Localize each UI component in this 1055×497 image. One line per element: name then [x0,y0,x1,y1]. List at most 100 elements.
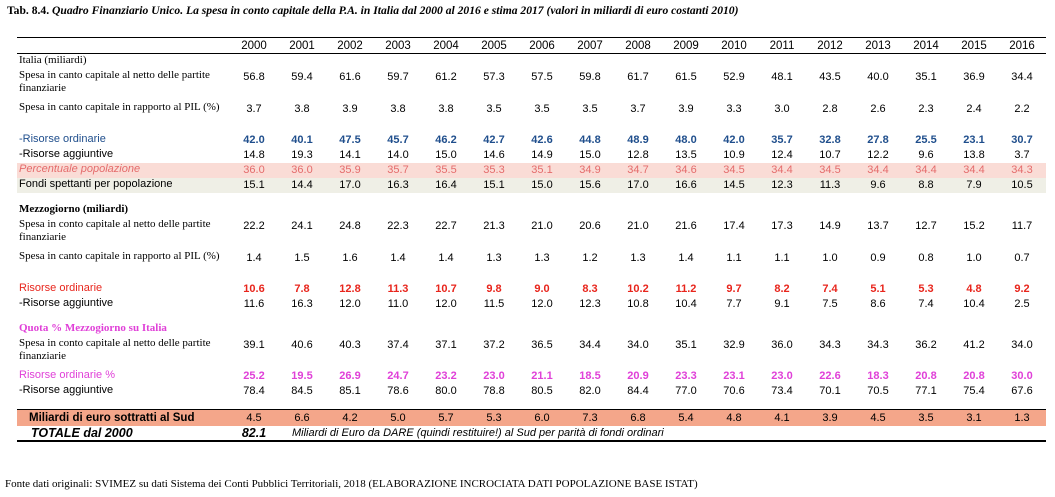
year-header-2009: 2009 [662,37,710,54]
cell-value: 3.7 [630,103,646,115]
empty-cell [806,426,854,442]
row-label: Spesa in conto capitale al netto delle p… [19,218,211,243]
cell-value: 10.6 [243,283,265,295]
table-row: Spesa in canto capitale al netto delle p… [17,69,1046,101]
total-row: TOTALE dal 2000 82.1 Miliardi di Euro da D… [17,426,1046,442]
source-note: Fonte dati originali: SVIMEZ su dati Sis… [5,478,698,490]
row-label: Risorse ordinarie % [19,369,115,381]
cell-value: 44.8 [579,134,601,146]
cell-value: 8.6 [870,298,886,310]
cell-value: 34.3 [867,339,889,351]
cell-value: 23.3 [675,370,697,382]
cell-value: 4.8 [966,283,982,295]
empty-cell [278,322,326,337]
cell-value: 1.4 [678,252,694,264]
table-row: -Risorse aggiuntive 11.6 16.3 12.0 11.0 12.0 1… [17,297,1046,312]
empty-cell [758,312,806,322]
empty-cell [230,312,278,322]
table-row: Spesa in canto capitale in rapporto al P… [17,101,1046,133]
cell-value: 59.7 [387,71,409,83]
cell-value: 37.4 [387,339,409,351]
empty-cell [614,203,662,218]
cell-value: 2.8 [822,103,838,115]
cell-value: 35.1 [915,71,937,83]
cell-value: 20.8 [915,370,937,382]
empty-cell [950,426,998,442]
year-header-2006: 2006 [518,37,566,54]
cell-value: 11.3 [806,178,854,193]
cell-value: 85.1 [339,385,361,397]
cell-value: 0.9 [870,252,886,264]
empty-cell [470,203,518,218]
empty-cell [806,322,854,337]
year-header-2012: 2012 [806,37,854,54]
empty-cell [854,426,902,442]
cell-value: 26.9 [339,370,361,382]
empty-cell [470,312,518,322]
cell-value: 35.5 [422,163,470,178]
cell-value: 36.0 [230,163,278,178]
sud-loss-value: 3.5 [902,409,950,426]
sud-loss-value: 4.5 [230,409,278,426]
cell-value: 11.7 [1011,220,1033,232]
cell-value: 17.4 [723,220,745,232]
cell-value: 78.4 [243,385,265,397]
cell-value: 24.1 [291,220,313,232]
empty-cell [998,203,1046,218]
empty-cell [854,203,902,218]
cell-value: 3.0 [774,103,790,115]
cell-value: 17.0 [326,178,374,193]
empty-cell [710,312,758,322]
cell-value: 23.2 [435,370,457,382]
empty-cell [950,54,998,70]
table-row: -Risorse aggiuntive 14.8 19.3 14.1 14.0 15.0 1… [17,148,1046,163]
empty-cell [230,322,278,337]
cell-value: 34.6 [662,163,710,178]
cell-value: 1.0 [822,252,838,264]
empty-cell [710,54,758,70]
cell-value: 61.2 [435,71,457,83]
empty-cell [422,193,470,203]
empty-cell [806,203,854,218]
cell-value: 23.0 [483,370,505,382]
cell-value: 34.4 [579,339,601,351]
table-row: Risorse ordinarie % 25.2 19.5 26.9 24.7 23.2 2… [17,369,1046,384]
empty-cell [566,54,614,70]
year-header-2011: 2011 [758,37,806,54]
sud-loss-value: 6.6 [278,409,326,426]
cell-value: 36.5 [531,339,553,351]
cell-value: 21.3 [483,220,505,232]
empty-cell [758,426,806,442]
cell-value: 1.5 [294,252,310,264]
cell-value: 17.0 [614,178,662,193]
cell-value: 61.6 [339,71,361,83]
empty-cell [950,399,998,410]
cell-value: 36.9 [963,71,985,83]
cell-value: 9.0 [534,283,550,295]
cell-value: 13.5 [675,149,697,161]
cell-value: 34.5 [806,163,854,178]
table-row: Spesa in conto capitale al netto delle p… [17,218,1046,250]
cell-value: 13.7 [867,220,889,232]
empty-cell [374,322,422,337]
table-row: -Risorse ordinarie 42.0 40.1 47.5 45.7 46.2 42… [17,133,1046,148]
cell-value: 1.0 [966,252,982,264]
empty-cell [614,399,662,410]
empty-cell [854,399,902,410]
cell-value: 3.5 [534,103,550,115]
caption-prefix: Tab. 8.4. [7,4,52,17]
header-label-cell [17,37,230,54]
cell-value: 75.4 [963,385,985,397]
cell-value: 40.1 [291,134,313,146]
year-header-2016: 2016 [998,37,1046,54]
row-label: -Risorse aggiuntive [19,384,114,396]
empty-cell [758,193,806,203]
empty-cell [278,54,326,70]
cell-value: 34.7 [614,163,662,178]
year-header-2004: 2004 [422,37,470,54]
year-header-2007: 2007 [566,37,614,54]
cell-value: 15.0 [435,149,457,161]
table-row: Fondi spettanti per popolazione 15.1 14.4 1… [17,178,1046,193]
sud-loss-value: 6.8 [614,409,662,426]
table-row: Spesa in conto capitale al netto delle p… [17,337,1046,369]
